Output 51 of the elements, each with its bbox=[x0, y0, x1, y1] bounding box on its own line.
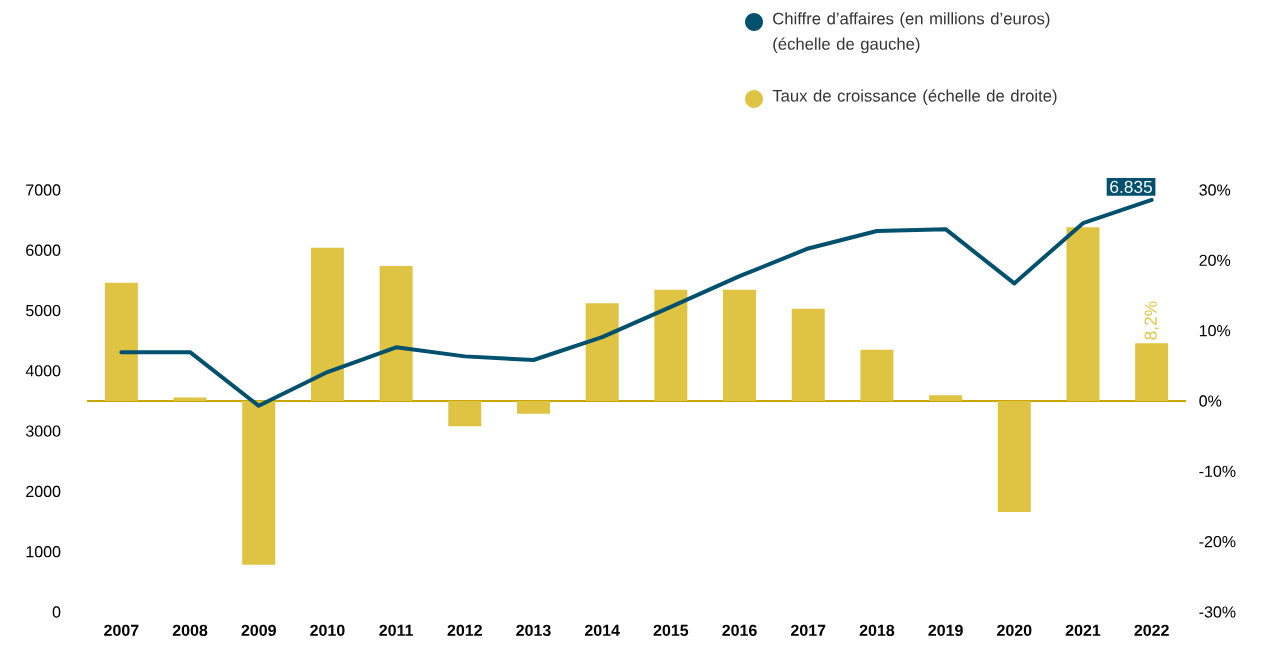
y-tick-label: 2000 bbox=[26, 485, 61, 498]
bar bbox=[654, 289, 688, 401]
x-tick-label: 2008 bbox=[172, 624, 208, 637]
x-tick-label: 2016 bbox=[722, 624, 757, 637]
y2-tick-label: 20% bbox=[1199, 254, 1231, 266]
bar bbox=[929, 395, 963, 401]
bar bbox=[379, 265, 413, 401]
x-tick-label: 2021 bbox=[1065, 624, 1101, 637]
bar bbox=[723, 289, 757, 401]
x-tick-label: 2022 bbox=[1134, 624, 1169, 637]
x-tick-label: 2010 bbox=[310, 624, 345, 637]
y-tick-label: 0 bbox=[52, 606, 61, 618]
y-tick-label: 3000 bbox=[25, 425, 61, 437]
y2-tick-label: 30% bbox=[1199, 184, 1231, 196]
y2-tick-label: 0% bbox=[1199, 395, 1222, 407]
x-tick-label: 2011 bbox=[379, 624, 413, 637]
bar bbox=[1066, 227, 1100, 401]
legend-label: Chiffre d’affaires (en millions d’euros) (échelle de gauche) bbox=[773, 12, 1050, 54]
y-tick-label: 4000 bbox=[25, 365, 61, 377]
x-tick-label: 2014 bbox=[584, 624, 620, 637]
x-tick-label: 2019 bbox=[928, 624, 963, 637]
x-tick-label: 2012 bbox=[447, 624, 482, 637]
bar bbox=[104, 282, 138, 401]
bar bbox=[173, 397, 207, 401]
x-tick-label: 2020 bbox=[997, 624, 1032, 637]
bar bbox=[242, 400, 276, 565]
x-tick-label: 2009 bbox=[241, 624, 276, 637]
x-tick-label: 2013 bbox=[516, 624, 551, 637]
y2-tick-label: 10% bbox=[1199, 325, 1231, 337]
y-tick-label: 1000 bbox=[26, 546, 61, 558]
data-label: 8,2% bbox=[1144, 301, 1159, 340]
bar bbox=[516, 400, 550, 414]
bar bbox=[1135, 343, 1169, 401]
y-tick-label: 7000 bbox=[26, 184, 61, 196]
bar bbox=[448, 400, 482, 427]
y2-tick-label: -20% bbox=[1199, 535, 1236, 548]
x-tick-label: 2017 bbox=[790, 624, 826, 637]
x-tick-label: 2015 bbox=[653, 624, 689, 637]
legend-label: Taux de croissance (échelle de droite) bbox=[772, 89, 1057, 105]
bar bbox=[585, 303, 619, 401]
y2-tick-label: -10% bbox=[1199, 465, 1236, 477]
data-label: 6.835 bbox=[1110, 180, 1152, 194]
bar bbox=[997, 400, 1031, 513]
bar bbox=[791, 308, 825, 401]
y-tick-label: 6000 bbox=[26, 244, 61, 256]
x-tick-label: 2018 bbox=[859, 624, 895, 637]
y2-tick-label: -30% bbox=[1199, 606, 1236, 618]
bar bbox=[860, 349, 894, 401]
bar bbox=[310, 247, 344, 401]
y-tick-label: 5000 bbox=[26, 304, 61, 317]
x-tick-label: 2007 bbox=[104, 624, 139, 637]
